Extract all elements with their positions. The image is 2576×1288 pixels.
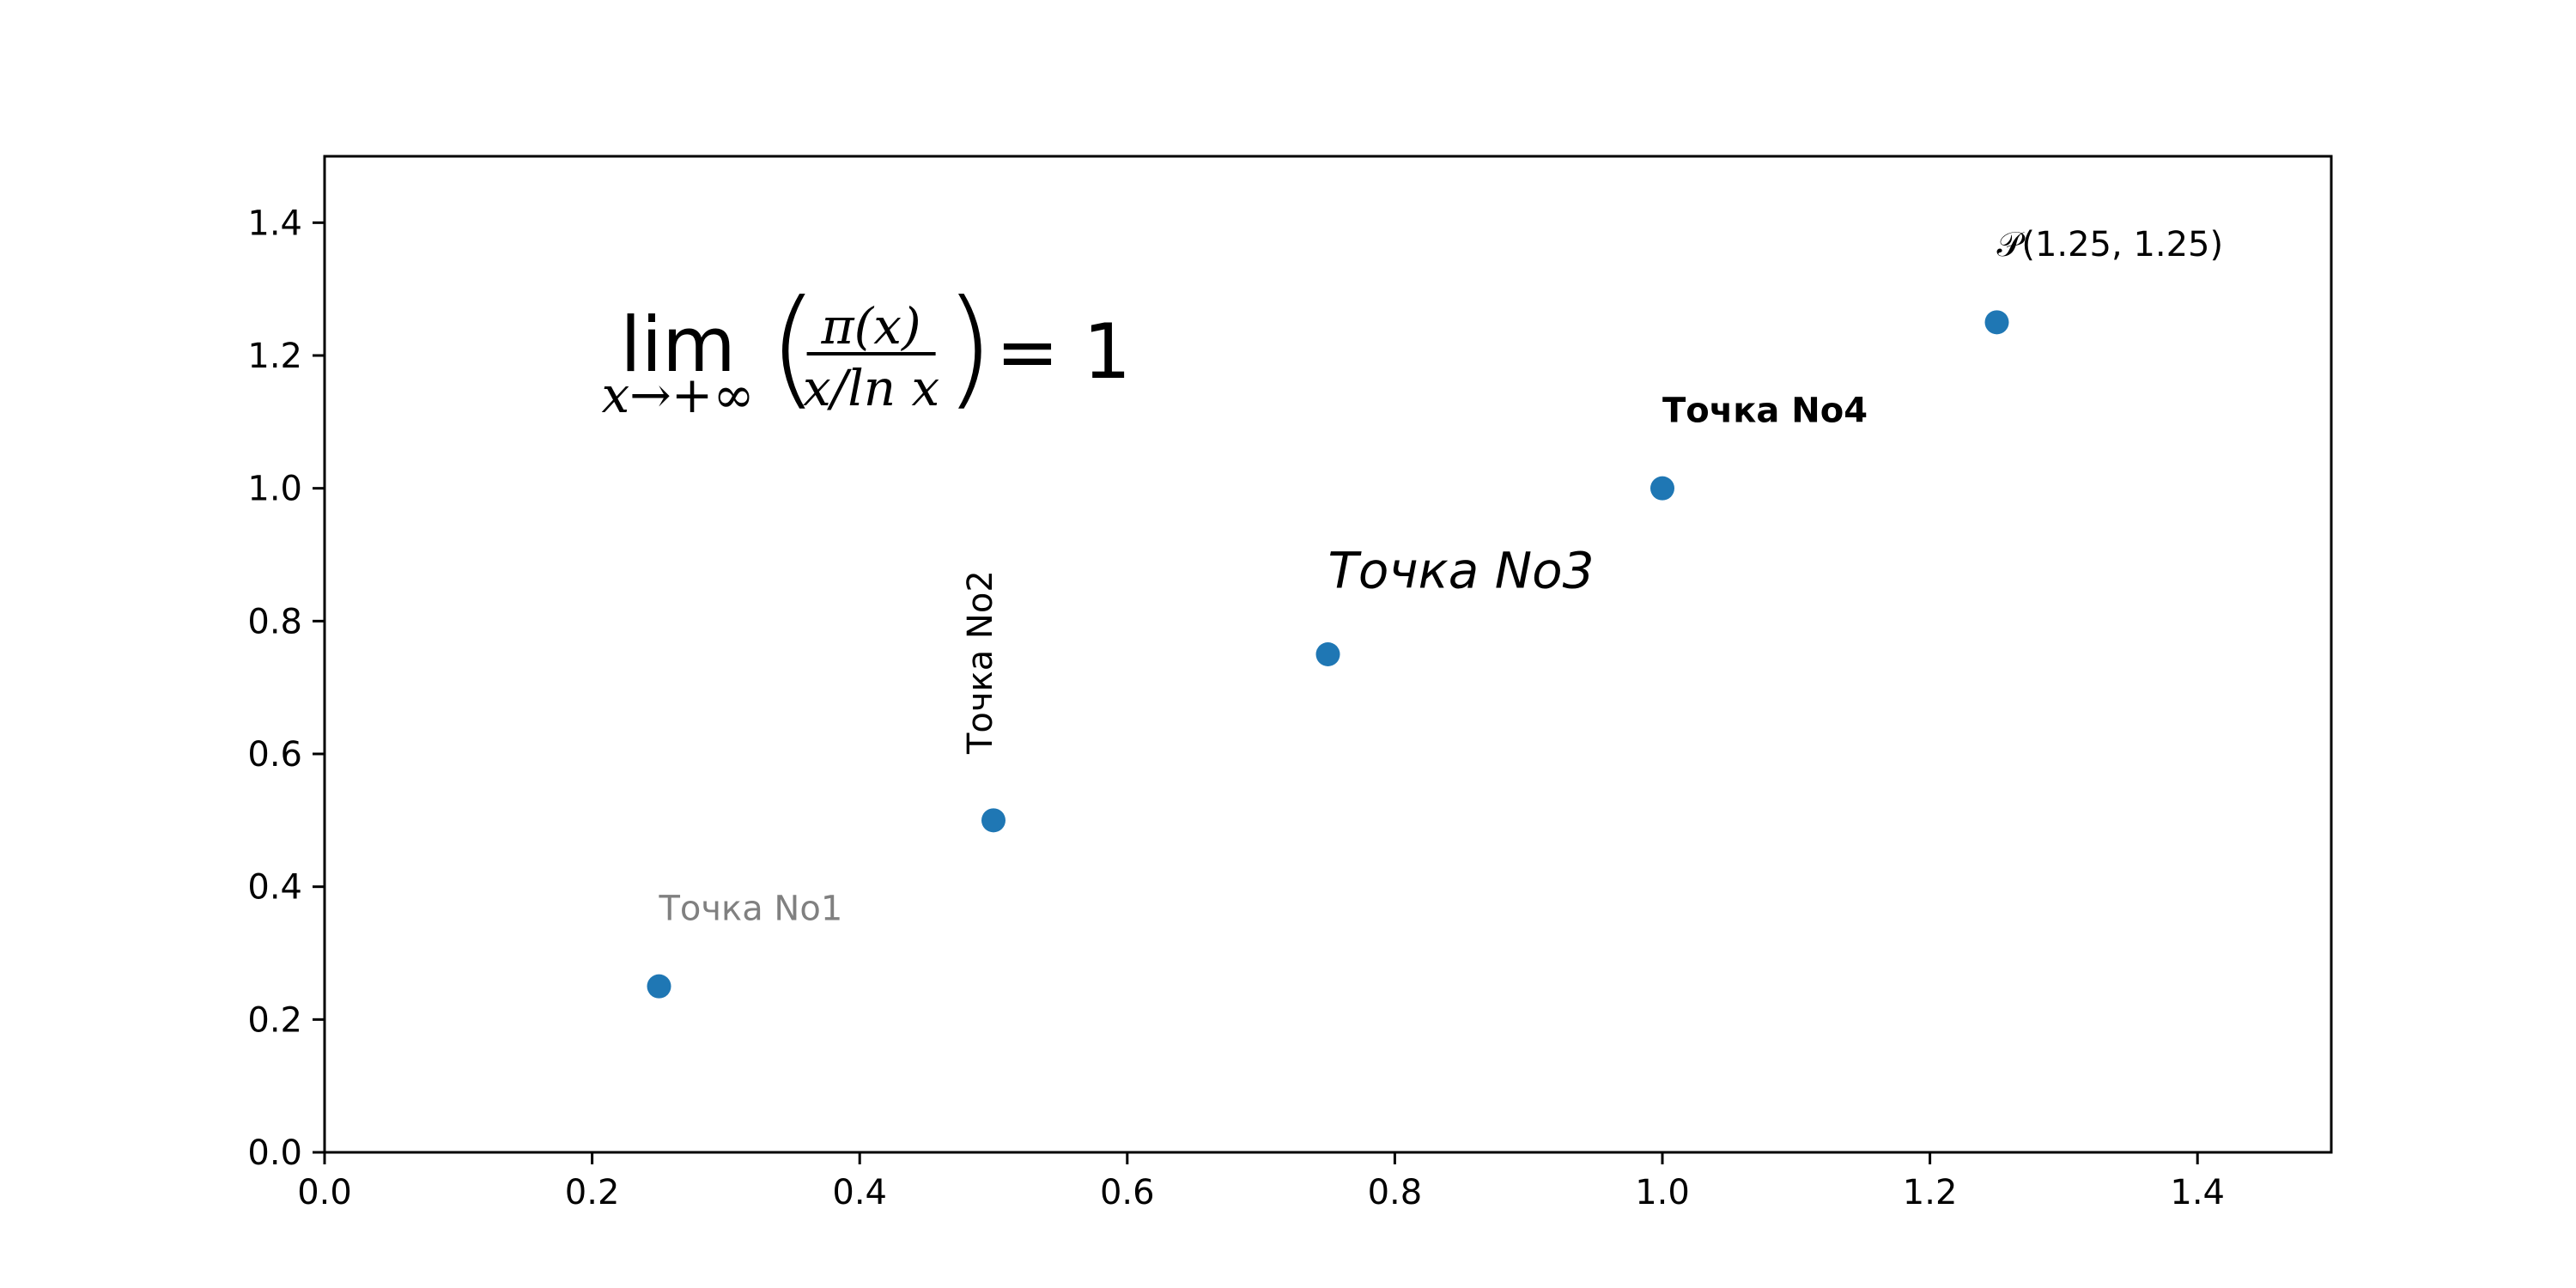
data-point — [1315, 642, 1340, 666]
y-tick-label: 1.2 — [247, 337, 302, 376]
x-tick-label: 0.2 — [565, 1173, 620, 1212]
y-tick-label: 0.2 — [247, 1000, 302, 1040]
point-annotation: 𝒫(1.25, 1.25) — [1997, 225, 2224, 264]
formula-subscript: x→+∞ — [601, 366, 754, 424]
data-point — [647, 974, 671, 999]
formula-numerator: π(x) — [821, 297, 921, 355]
point-annotation: Точка No4 — [1662, 391, 1868, 430]
x-tick-label: 0.4 — [832, 1173, 887, 1212]
x-tick-label: 1.2 — [1903, 1173, 1958, 1212]
point-annotation: Точка No1 — [659, 889, 843, 928]
data-point — [981, 808, 1005, 833]
y-tick-label: 0.8 — [247, 602, 302, 641]
plot-frame — [323, 155, 2333, 1154]
x-tick-label: 0.8 — [1368, 1173, 1423, 1212]
limit-formula: lim x→+∞ ( π(x) x/ln x ) = 1 — [601, 273, 1131, 424]
y-tick-label: 1.0 — [247, 470, 302, 509]
y-tick-label: 0.0 — [247, 1133, 302, 1173]
formula-lim: lim — [620, 301, 736, 389]
x-tick-label: 1.4 — [2170, 1173, 2225, 1212]
formula-rhs: = 1 — [996, 307, 1132, 396]
point-annotation: Точка No3 — [1328, 542, 1595, 600]
y-axis-ticks: 0.0 0.2 0.4 0.6 0.8 1.0 1.2 1.4 — [247, 204, 325, 1173]
data-points — [647, 310, 2009, 999]
x-tick-label: 1.0 — [1635, 1173, 1690, 1212]
x-axis-ticks: 0.0 0.2 0.4 0.6 0.8 1.0 1.2 1.4 — [297, 1152, 2225, 1212]
y-tick-label: 1.4 — [247, 204, 302, 243]
y-tick-label: 0.4 — [247, 868, 302, 908]
point-annotations: Точка No1 Точка No2 Точка No3 Точка No4 𝒫(1.… — [659, 225, 2224, 928]
data-point — [1984, 310, 2009, 335]
formula-denominator: x/ln x — [803, 359, 939, 417]
x-tick-label: 0.0 — [297, 1173, 352, 1212]
x-tick-label: 0.6 — [1100, 1173, 1155, 1212]
y-tick-label: 0.6 — [247, 735, 302, 775]
point-annotation: Точка No2 — [961, 570, 1000, 755]
formula-left-paren: ( — [769, 273, 819, 422]
formula-right-paren: ) — [945, 273, 995, 422]
data-point — [1650, 476, 1674, 501]
axes — [323, 155, 2333, 1154]
